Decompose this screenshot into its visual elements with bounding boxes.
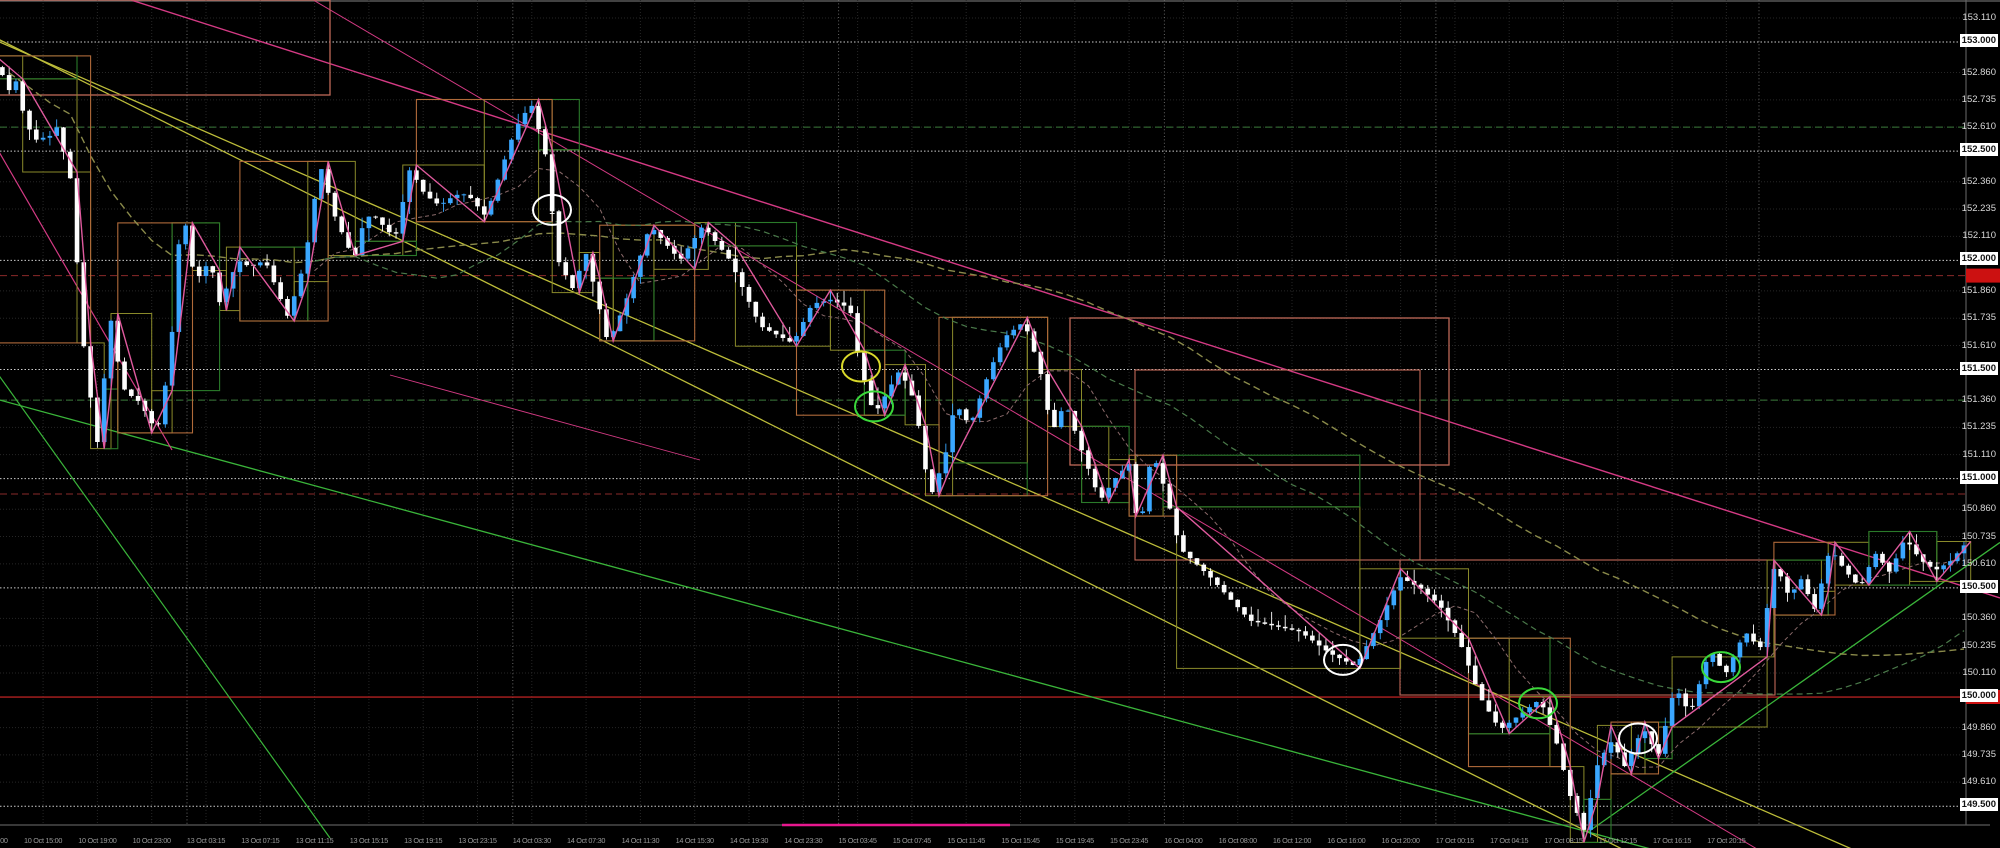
svg-text:1: 1 [549, 205, 555, 217]
